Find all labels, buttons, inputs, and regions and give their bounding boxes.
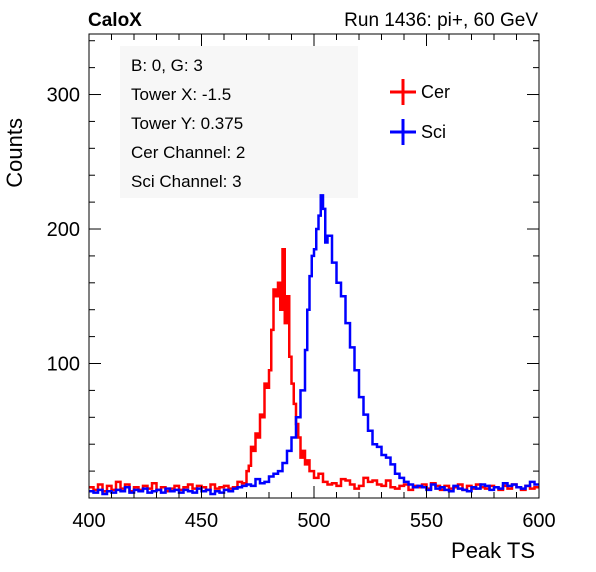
series-line-cer	[89, 247, 539, 493]
x-tick-label: 600	[522, 510, 555, 532]
y-tick-label: 300	[47, 85, 80, 107]
info-line-board: B: 0, G: 3	[131, 56, 203, 75]
y-tick-label: 200	[47, 219, 80, 241]
info-box	[120, 46, 358, 198]
legend: Cer Sci	[390, 79, 450, 145]
info-line-tower-x: Tower X: -1.5	[131, 85, 231, 104]
y-axis-label: Counts	[2, 118, 27, 188]
info-line-tower-y: Tower Y: 0.375	[131, 114, 243, 133]
legend-label-sci: Sci	[421, 122, 446, 142]
y-tick-label: 100	[47, 354, 80, 376]
x-axis-label: Peak TS	[451, 538, 535, 563]
plot-area	[89, 194, 539, 496]
x-tick-label: 550	[410, 510, 443, 532]
experiment-label: CaloX	[88, 10, 142, 31]
x-tick-label: 500	[297, 510, 330, 532]
x-tick-label: 400	[72, 510, 105, 532]
axis-ticks: 400 450 500 550 600 100 200 300	[47, 34, 556, 532]
legend-label-cer: Cer	[421, 82, 450, 102]
x-tick-label: 450	[185, 510, 218, 532]
info-line-cer-channel: Cer Channel: 2	[131, 143, 245, 162]
series-line-sci	[89, 194, 539, 496]
run-label: Run 1436: pi+, 60 GeV	[344, 10, 538, 31]
info-line-sci-channel: Sci Channel: 3	[131, 172, 242, 191]
